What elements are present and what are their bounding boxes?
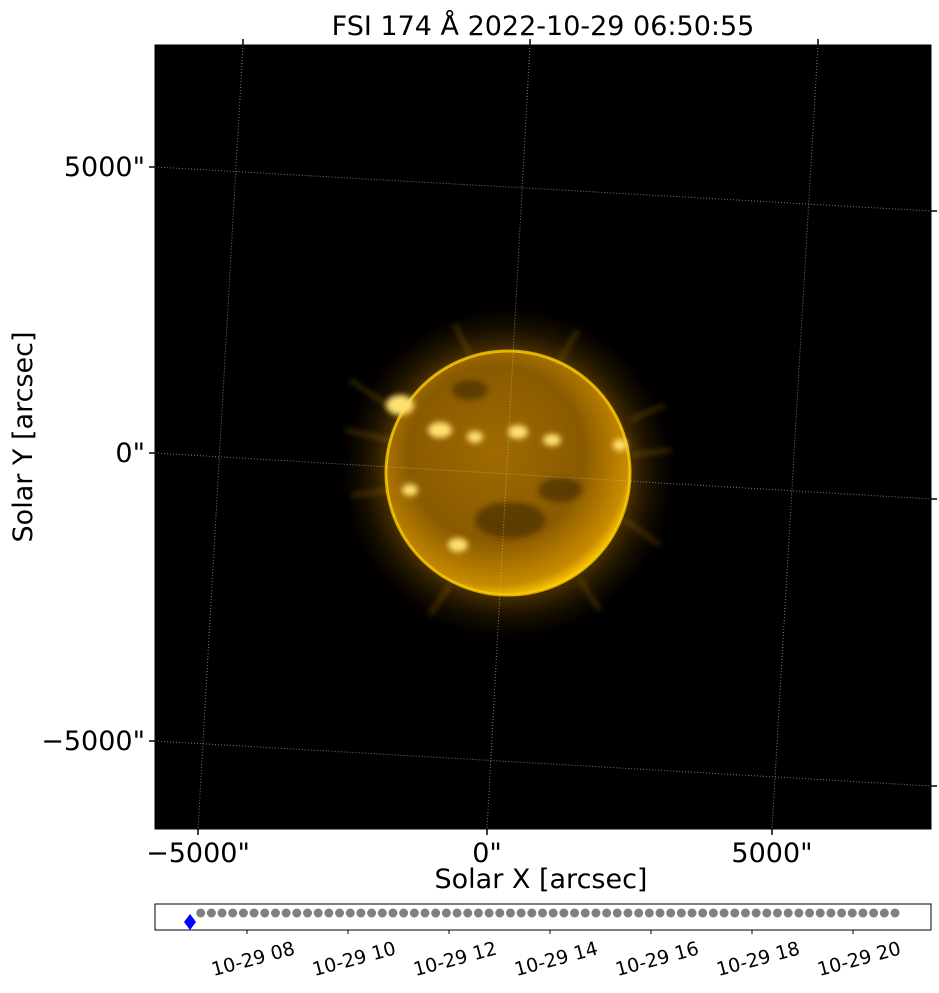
timeline-frame-dot[interactable] bbox=[698, 908, 708, 918]
timeline-frame-dot[interactable] bbox=[281, 908, 291, 918]
timeline-frame-dot[interactable] bbox=[602, 908, 612, 918]
timeline-frame-dot[interactable] bbox=[473, 908, 483, 918]
timeline-frame-dot[interactable] bbox=[495, 908, 505, 918]
x-tick-label: 5000" bbox=[731, 838, 812, 869]
timeline-frame-dot[interactable] bbox=[773, 908, 782, 918]
timeline-frame-dot[interactable] bbox=[238, 908, 248, 918]
timeline-label: 10-29 08 bbox=[209, 938, 297, 981]
timeline-frame-dot[interactable] bbox=[869, 908, 879, 918]
timeline-frame-dot[interactable] bbox=[644, 908, 654, 918]
timeline-frame-dot[interactable] bbox=[335, 908, 345, 918]
coordinate-grid bbox=[155, 45, 931, 829]
timeline-frames[interactable] bbox=[196, 908, 900, 918]
timeline-frame-dot[interactable] bbox=[612, 908, 622, 918]
y-axis-label: Solar Y [arcsec] bbox=[8, 332, 39, 543]
timeline-frame-dot[interactable] bbox=[409, 908, 419, 918]
timeline-frame-dot[interactable] bbox=[431, 908, 441, 918]
timeline-frame-dot[interactable] bbox=[420, 908, 430, 918]
timeline-frame-dot[interactable] bbox=[837, 908, 847, 918]
timeline-ticks bbox=[246, 930, 854, 934]
sun-image bbox=[155, 45, 931, 829]
timeline-frame-dot[interactable] bbox=[634, 908, 644, 918]
timeline-frame-dot[interactable] bbox=[655, 908, 665, 918]
timeline-frame-dot[interactable] bbox=[345, 908, 355, 918]
timeline-frame-dot[interactable] bbox=[559, 908, 569, 918]
timeline-label: 10-29 10 bbox=[310, 938, 398, 981]
timeline-frame-dot[interactable] bbox=[762, 908, 772, 918]
timeline-frame-dot[interactable] bbox=[367, 908, 377, 918]
timeline-frame-dot[interactable] bbox=[570, 908, 580, 918]
timeline-frame-dot[interactable] bbox=[879, 908, 889, 918]
timeline-label: 10-29 18 bbox=[714, 938, 802, 981]
timeline-frame-dot[interactable] bbox=[719, 908, 729, 918]
timeline-frame-dot[interactable] bbox=[805, 908, 815, 918]
x-tick-label: −5000" bbox=[146, 838, 250, 869]
timeline-frame-dot[interactable] bbox=[751, 908, 761, 918]
timeline-frame-dot[interactable] bbox=[292, 908, 302, 918]
x-axis-label: Solar X [arcsec] bbox=[435, 864, 648, 895]
timeline-frame-dot[interactable] bbox=[206, 908, 216, 918]
timeline-frame-dot[interactable] bbox=[324, 908, 334, 918]
timeline-frame-dot[interactable] bbox=[858, 908, 868, 918]
timeline-frame-dot[interactable] bbox=[826, 908, 836, 918]
timeline-frame-dot[interactable] bbox=[527, 908, 537, 918]
timeline-frame-dot[interactable] bbox=[687, 908, 697, 918]
timeline-frame-dot[interactable] bbox=[217, 908, 227, 918]
timeline-frame-dot[interactable] bbox=[538, 908, 547, 918]
timeline-frame-dot[interactable] bbox=[270, 908, 280, 918]
timeline-frame-dot[interactable] bbox=[249, 908, 259, 918]
timeline-frame-dot[interactable] bbox=[740, 908, 750, 918]
timeline-frame-dot[interactable] bbox=[623, 908, 633, 918]
timeline-frame-dot[interactable] bbox=[516, 908, 526, 918]
timeline-frame-dot[interactable] bbox=[441, 908, 451, 918]
timeline-frame-dot[interactable] bbox=[452, 908, 462, 918]
timeline-frame-dot[interactable] bbox=[890, 908, 900, 918]
timeline-frame-dot[interactable] bbox=[377, 908, 387, 918]
timeline-frame-dot[interactable] bbox=[313, 908, 323, 918]
plot-title: FSI 174 Å 2022-10-29 06:50:55 bbox=[332, 10, 755, 42]
timeline-frame-dot[interactable] bbox=[815, 908, 825, 918]
timeline-label: 10-29 14 bbox=[512, 938, 600, 981]
timeline-frame-dot[interactable] bbox=[548, 908, 558, 918]
timeline-label: 10-29 12 bbox=[411, 938, 499, 981]
timeline-frame-dot[interactable] bbox=[783, 908, 793, 918]
timeline-frame-dot[interactable] bbox=[228, 908, 238, 918]
tick-marks bbox=[149, 39, 937, 835]
y-tick-label: 0" bbox=[115, 438, 145, 469]
timeline-frame-dot[interactable] bbox=[847, 908, 857, 918]
timeline-frame-dot[interactable] bbox=[794, 908, 804, 918]
timeline-label: 10-29 16 bbox=[613, 938, 701, 981]
timeline-frame-dot[interactable] bbox=[356, 908, 366, 918]
timeline-frame-dot[interactable] bbox=[580, 908, 590, 918]
plot-frame bbox=[154, 44, 932, 830]
timeline-frame-dot[interactable] bbox=[388, 908, 398, 918]
y-tick-label: 5000" bbox=[64, 152, 145, 183]
timeline-frame-dot[interactable] bbox=[666, 908, 676, 918]
timeline-frame-dot[interactable] bbox=[676, 908, 686, 918]
timeline-frame-dot[interactable] bbox=[591, 908, 601, 918]
timeline-frame-dot[interactable] bbox=[260, 908, 270, 918]
timeline-frame-dot[interactable] bbox=[463, 908, 473, 918]
timeline-frame-dot[interactable] bbox=[303, 908, 312, 918]
timeline-frame-dot[interactable] bbox=[484, 908, 494, 918]
timeline-frame-dot[interactable] bbox=[399, 908, 409, 918]
timeline-current-marker[interactable] bbox=[184, 914, 196, 930]
timeline-frame-dot[interactable] bbox=[505, 908, 515, 918]
x-tick-label: 0" bbox=[472, 838, 502, 869]
timeline-frame-dot[interactable] bbox=[196, 908, 206, 918]
timeline-frame-dot[interactable] bbox=[730, 908, 740, 918]
timeline-label: 10-29 20 bbox=[815, 938, 903, 981]
y-tick-label: −5000" bbox=[41, 726, 145, 757]
timeline-frame-dot[interactable] bbox=[708, 908, 718, 918]
sun-disk bbox=[386, 351, 630, 595]
